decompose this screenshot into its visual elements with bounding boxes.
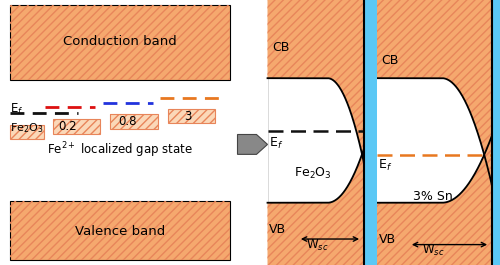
Polygon shape: [377, 0, 495, 199]
Text: CB: CB: [381, 54, 398, 68]
Bar: [10, 125, 44, 139]
Text: Fe$_2$O$_3$: Fe$_2$O$_3$: [294, 166, 332, 181]
Bar: [10, 5, 230, 79]
Text: E$_f$: E$_f$: [378, 158, 392, 173]
Bar: [110, 114, 158, 129]
Bar: [10, 125, 44, 139]
Text: W$_{sc}$: W$_{sc}$: [306, 238, 329, 253]
FancyArrow shape: [238, 135, 268, 154]
Text: 0.2: 0.2: [58, 120, 77, 133]
Text: 0.8: 0.8: [118, 115, 137, 128]
Text: 3% Sn: 3% Sn: [412, 189, 453, 203]
Bar: [364, 0, 377, 265]
Bar: [10, 201, 230, 260]
Bar: [492, 0, 500, 265]
Text: VB: VB: [269, 223, 286, 236]
Bar: [168, 109, 215, 123]
Text: Fe$_2$O$_3$: Fe$_2$O$_3$: [10, 121, 43, 135]
Text: CB: CB: [272, 41, 290, 54]
Bar: [52, 119, 100, 134]
Text: E$_f$: E$_f$: [10, 102, 24, 117]
Text: W$_{sc}$: W$_{sc}$: [422, 243, 445, 258]
Bar: [10, 5, 230, 79]
Polygon shape: [377, 127, 495, 265]
Bar: [110, 114, 158, 129]
Bar: [168, 109, 215, 123]
Text: Valence band: Valence band: [75, 225, 165, 238]
Bar: [52, 119, 100, 134]
Polygon shape: [268, 0, 368, 180]
Text: E$_f$: E$_f$: [269, 136, 283, 151]
Bar: [10, 201, 230, 260]
Text: Conduction band: Conduction band: [63, 34, 177, 48]
Text: 3: 3: [184, 110, 191, 123]
Text: Fe$^{2+}$ localized gap state: Fe$^{2+}$ localized gap state: [47, 140, 193, 160]
Text: VB: VB: [378, 233, 396, 246]
Polygon shape: [268, 138, 368, 265]
